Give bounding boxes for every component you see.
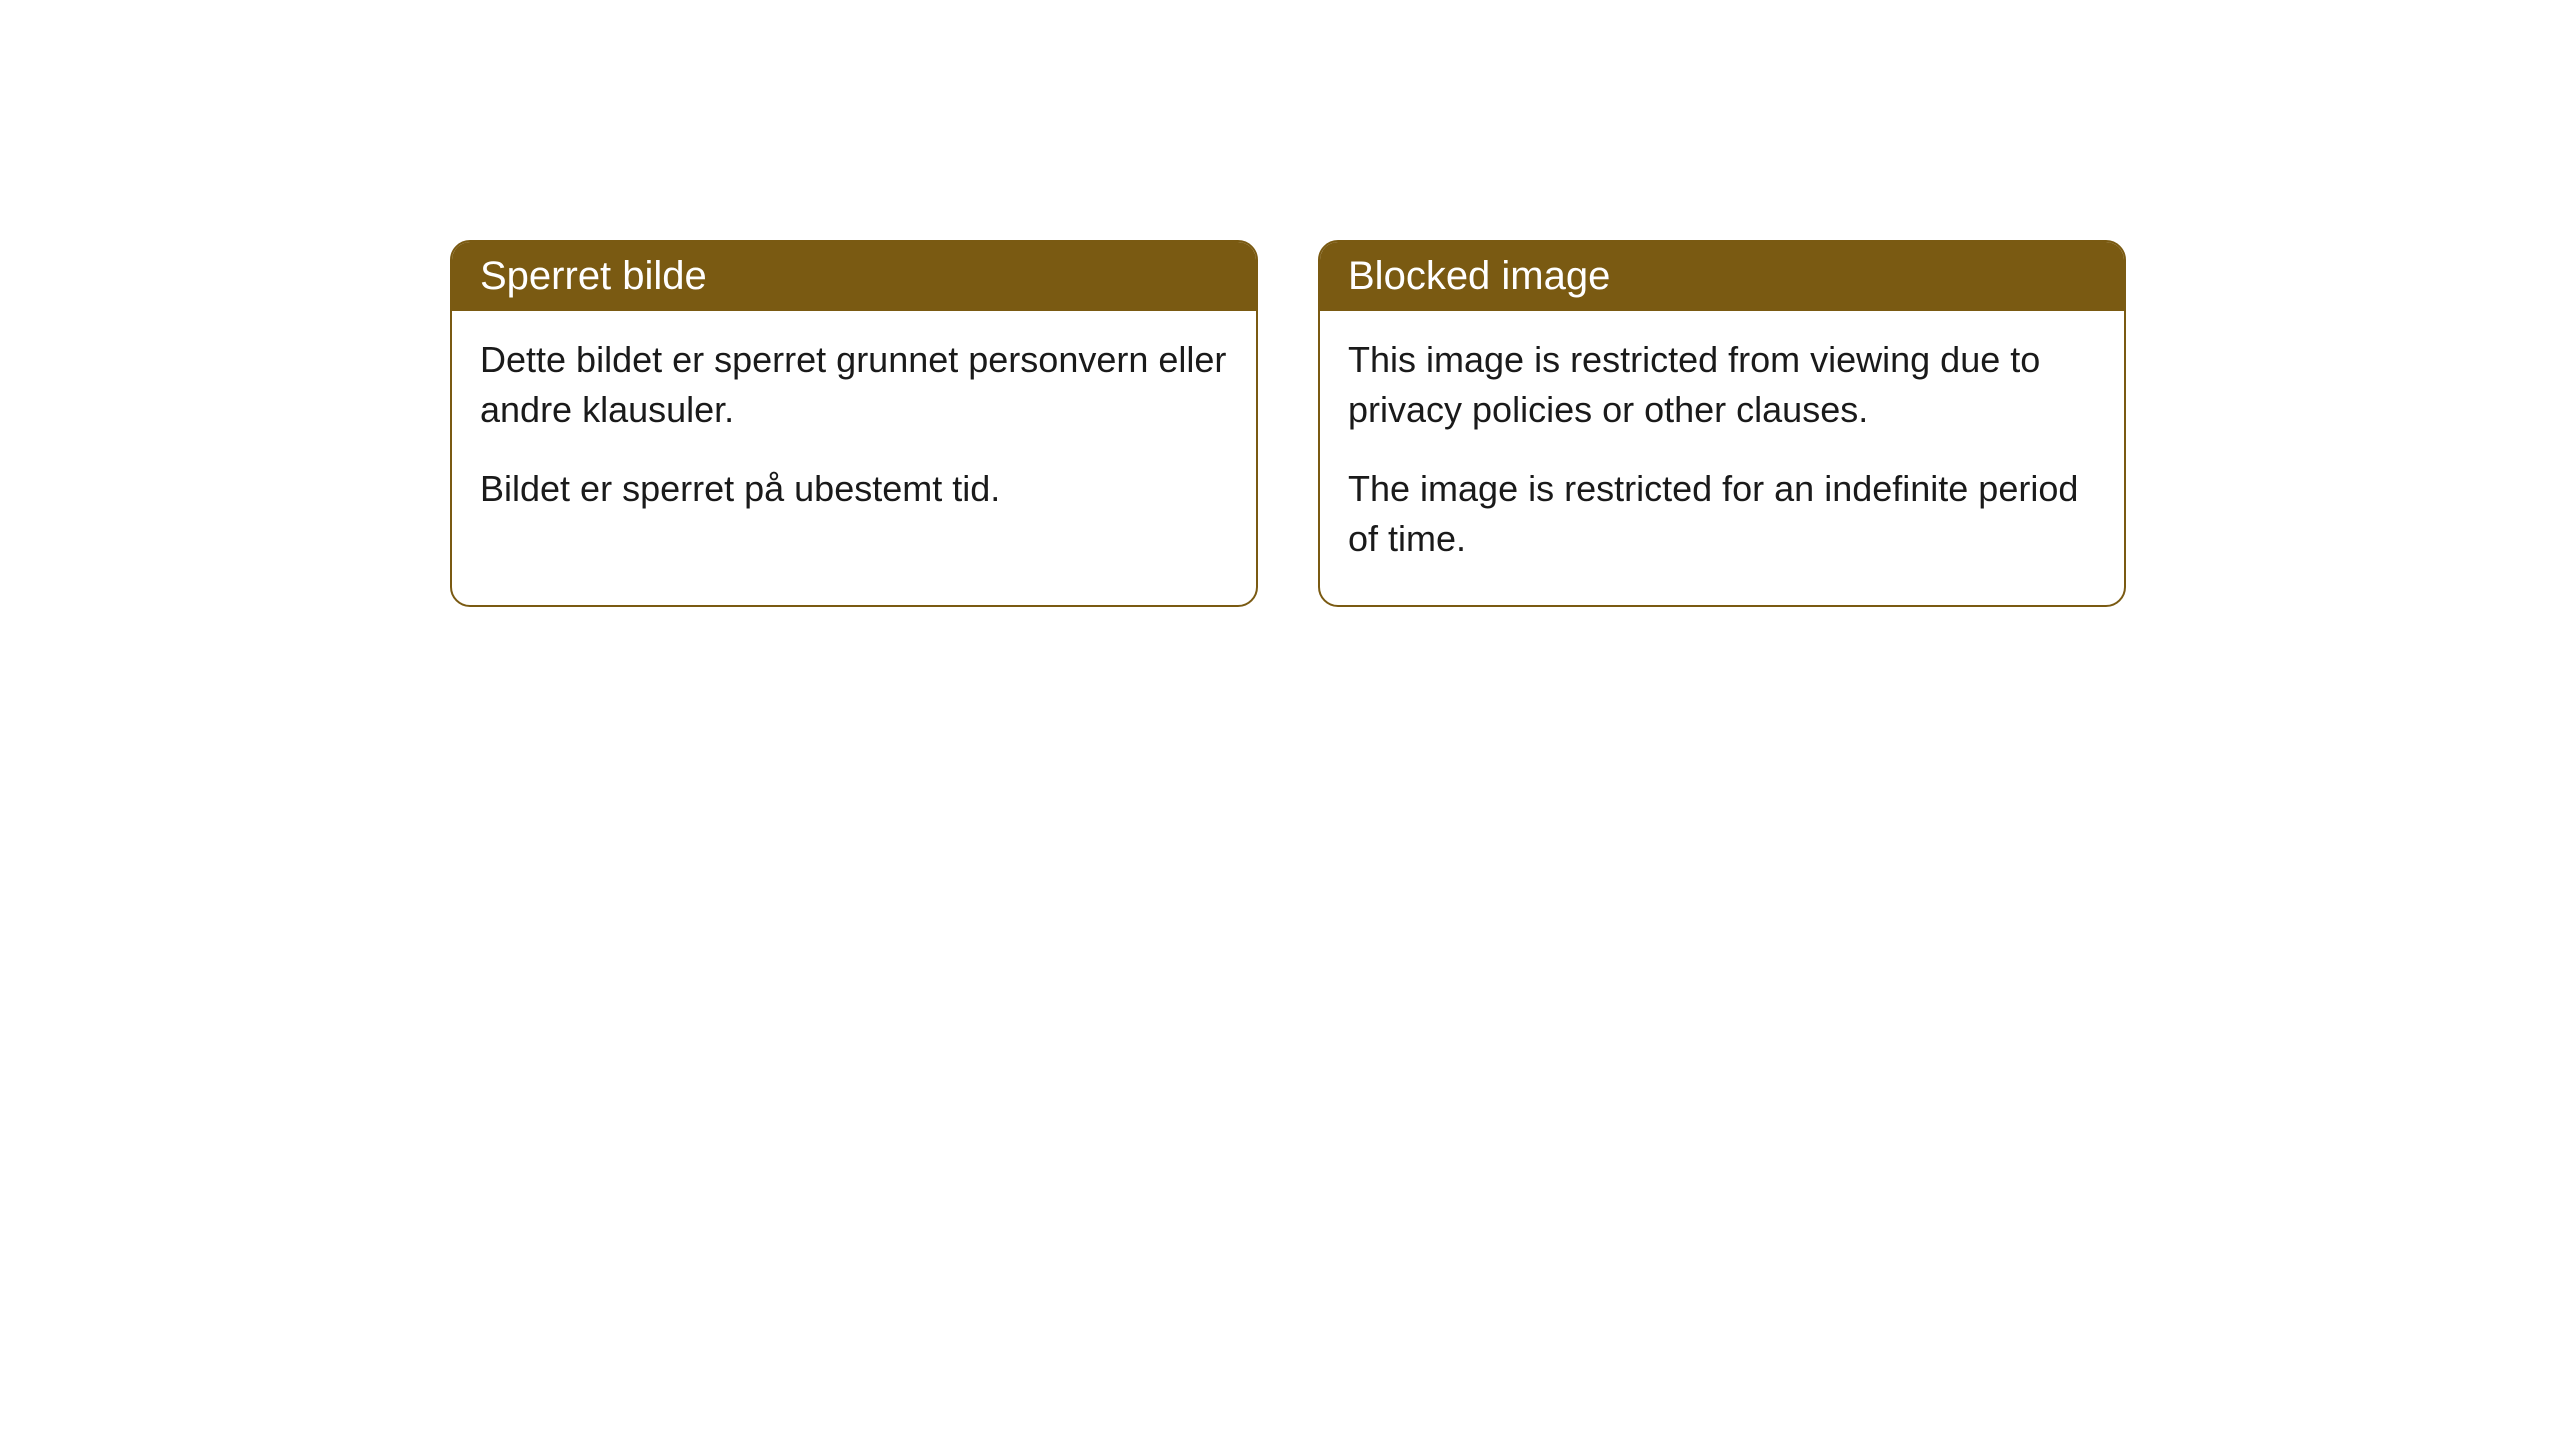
notice-cards-container: Sperret bilde Dette bildet er sperret gr… (0, 0, 2560, 607)
card-title: Blocked image (1348, 254, 1610, 298)
blocked-image-card-english: Blocked image This image is restricted f… (1318, 240, 2126, 607)
card-header: Sperret bilde (452, 242, 1256, 311)
blocked-image-card-norwegian: Sperret bilde Dette bildet er sperret gr… (450, 240, 1258, 607)
card-header: Blocked image (1320, 242, 2124, 311)
card-paragraph: The image is restricted for an indefinit… (1348, 464, 2096, 565)
card-paragraph: This image is restricted from viewing du… (1348, 335, 2096, 436)
card-paragraph: Bildet er sperret på ubestemt tid. (480, 464, 1228, 514)
card-body: This image is restricted from viewing du… (1320, 311, 2124, 605)
card-title: Sperret bilde (480, 254, 707, 298)
card-body: Dette bildet er sperret grunnet personve… (452, 311, 1256, 554)
card-paragraph: Dette bildet er sperret grunnet personve… (480, 335, 1228, 436)
